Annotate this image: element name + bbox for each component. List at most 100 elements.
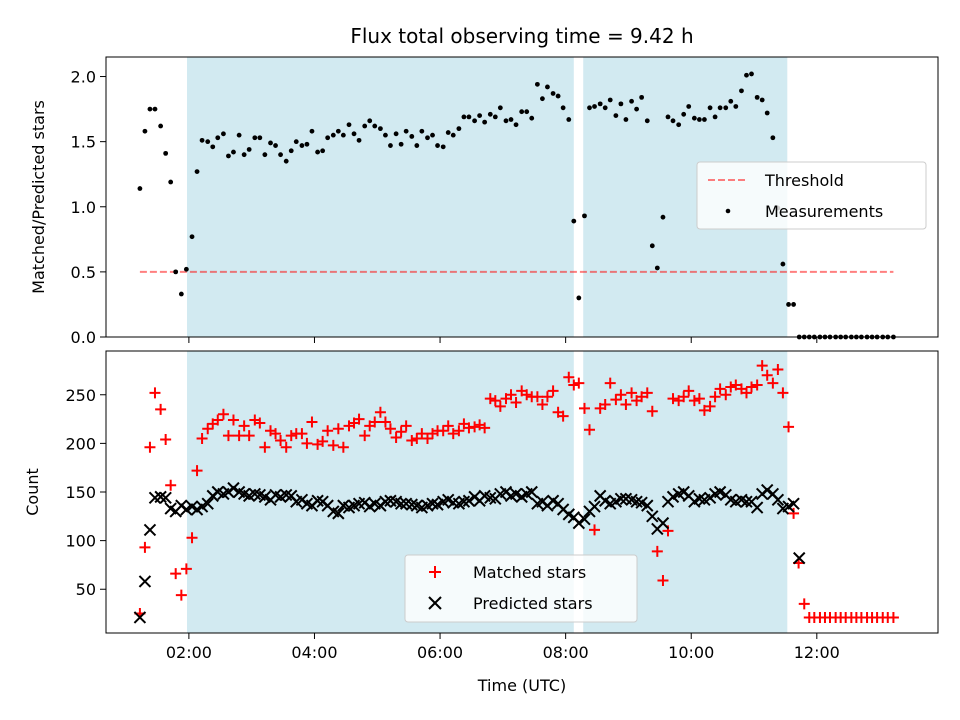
measurement-point xyxy=(461,114,467,120)
matched-star-point xyxy=(469,421,481,433)
predicted-star-point xyxy=(525,485,538,499)
measurement-point xyxy=(419,128,425,134)
measurement-point xyxy=(325,135,331,141)
matched-star-point xyxy=(589,524,601,536)
measurement-point xyxy=(388,143,393,148)
bottom-y-ticks: 50 100 150 200 250 xyxy=(65,386,106,599)
measurement-point xyxy=(681,111,687,117)
measurement-point xyxy=(780,261,786,267)
x-tick-label: 10:00 xyxy=(668,643,714,662)
matched-star-point xyxy=(144,441,156,453)
measurement-point xyxy=(770,135,776,141)
matched-star-point xyxy=(285,430,297,442)
matched-star-point xyxy=(369,416,381,428)
matched-star-point xyxy=(479,422,491,434)
matched-star-point xyxy=(678,391,690,403)
matched-star-point xyxy=(233,430,245,442)
measurement-point xyxy=(241,152,247,158)
matched-star-point xyxy=(536,398,548,410)
measurement-point xyxy=(236,132,242,138)
y-tick-label: 100 xyxy=(65,532,96,551)
y-tick-label: 2.0 xyxy=(71,68,96,87)
measurement-point xyxy=(576,295,582,301)
matched-star-point xyxy=(547,385,559,397)
measurement-point xyxy=(257,135,263,141)
measurement-point xyxy=(262,152,268,158)
matched-star-point xyxy=(788,507,800,519)
matched-star-point xyxy=(170,568,182,580)
matched-star-point xyxy=(887,611,899,623)
measurement-point xyxy=(367,118,373,124)
measurement-point xyxy=(702,117,707,122)
measurement-point xyxy=(660,214,666,220)
predicted-star-point xyxy=(572,516,586,530)
measurement-point xyxy=(440,144,446,150)
matched-star-point xyxy=(756,360,768,372)
top-y-axis-label: Matched/Predicted stars xyxy=(29,100,48,294)
matched-star-point xyxy=(541,391,553,403)
matched-star-point xyxy=(667,393,679,405)
measurement-point xyxy=(147,106,153,112)
measurement-point xyxy=(472,118,477,124)
predicted-star-point xyxy=(771,493,785,506)
predicted-star-point xyxy=(332,507,345,520)
measurement-point xyxy=(639,94,645,100)
matched-star-point xyxy=(411,433,423,445)
matched-star-point xyxy=(406,434,418,446)
matched-stars-series xyxy=(134,360,899,623)
measurement-point xyxy=(764,110,770,116)
measurement-point xyxy=(178,291,184,297)
y-tick-label: 0.0 xyxy=(71,328,96,347)
measurement-point xyxy=(456,126,462,132)
chart-title: Flux total observing time = 9.42 h xyxy=(350,24,693,48)
measurement-point xyxy=(383,132,388,138)
matched-star-point xyxy=(149,387,161,399)
measurement-point xyxy=(163,150,169,156)
predicted-star-point xyxy=(760,483,774,497)
x-tick-label: 04:00 xyxy=(291,643,337,662)
measurement-point xyxy=(430,132,435,138)
matched-star-point xyxy=(186,532,198,544)
measurement-point xyxy=(712,114,718,120)
measurement-point xyxy=(372,123,378,129)
legend-matched-label: Matched stars xyxy=(473,563,586,582)
predicted-star-point xyxy=(588,500,601,513)
measurement-point xyxy=(346,122,352,128)
measurement-point xyxy=(566,117,572,122)
measurement-point xyxy=(189,234,195,240)
measurement-point xyxy=(654,265,660,271)
matched-star-point xyxy=(222,430,234,442)
measurement-point xyxy=(330,132,336,138)
measurement-point xyxy=(362,123,368,129)
matched-star-point xyxy=(227,414,239,426)
matched-star-point xyxy=(353,413,365,425)
measurement-point xyxy=(597,101,603,107)
matched-star-point xyxy=(196,433,208,445)
measurement-point xyxy=(786,302,791,307)
measurement-point xyxy=(335,128,341,134)
matched-star-point xyxy=(725,381,737,393)
measurement-point xyxy=(723,105,729,111)
y-tick-label: 0.5 xyxy=(71,263,96,282)
measurement-point xyxy=(582,213,587,219)
matched-star-point xyxy=(165,479,177,491)
measurement-point xyxy=(691,115,697,121)
matched-star-point xyxy=(212,414,224,426)
matched-star-point xyxy=(714,383,726,395)
legend-matched-swatch xyxy=(429,566,441,578)
legend-measurements-label: Measurements xyxy=(765,202,883,221)
predicted-star-point xyxy=(578,513,591,526)
matched-star-point xyxy=(259,441,271,453)
predicted-star-point xyxy=(641,499,654,512)
matched-star-point xyxy=(615,389,627,401)
bottom-legend-box xyxy=(404,554,638,623)
measurement-point xyxy=(158,123,164,129)
measurement-point xyxy=(450,132,456,138)
matched-star-point xyxy=(651,545,663,557)
predicted-star-point xyxy=(227,481,240,495)
measurement-point xyxy=(482,119,488,125)
matched-star-point xyxy=(322,425,334,437)
predicted-star-point xyxy=(750,501,764,514)
measurement-point xyxy=(665,114,671,120)
measurement-point xyxy=(268,140,273,146)
